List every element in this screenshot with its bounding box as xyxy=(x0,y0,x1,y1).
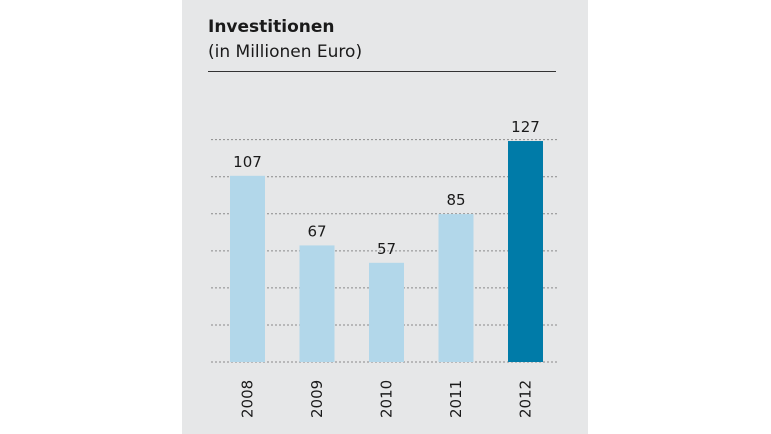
bar-2011 xyxy=(438,214,474,362)
bar-2010 xyxy=(369,262,404,362)
bars xyxy=(230,141,543,362)
bar-2009 xyxy=(299,245,335,362)
bar-2012 xyxy=(508,141,543,362)
value-label-2012: 127 xyxy=(511,118,540,136)
value-label-2009: 67 xyxy=(307,222,326,240)
tick-label-2009: 2009 xyxy=(308,380,326,418)
value-label-2010: 57 xyxy=(377,240,396,258)
tick-label-2012: 2012 xyxy=(517,380,535,418)
value-label-2008: 107 xyxy=(233,153,262,171)
chart-title: Investitionen xyxy=(208,17,335,37)
tick-label-2010: 2010 xyxy=(378,380,396,418)
bar-2008 xyxy=(230,175,265,362)
tick-label-2008: 2008 xyxy=(239,380,257,418)
x-tick-labels: 2008 2009 2010 2011 2012 xyxy=(239,380,535,418)
title-rule xyxy=(208,71,556,72)
value-labels: 107 67 57 85 127 xyxy=(233,118,540,258)
gridlines xyxy=(211,139,558,363)
value-label-2011: 85 xyxy=(446,191,465,209)
tick-label-2011: 2011 xyxy=(447,380,465,418)
chart-subtitle: (in Millionen Euro) xyxy=(208,42,363,62)
